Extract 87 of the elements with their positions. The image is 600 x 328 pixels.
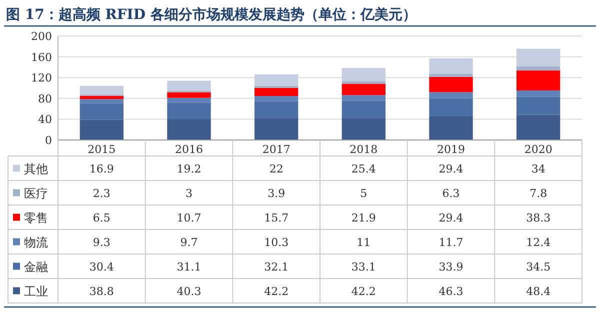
y-tick-label: 200 xyxy=(31,30,52,43)
y-tick-label: 0 xyxy=(45,134,52,147)
bar xyxy=(516,48,560,66)
bar xyxy=(254,118,298,140)
data-label: 6.5 xyxy=(92,211,110,224)
x-tick-label: 2018 xyxy=(350,143,378,156)
bar xyxy=(429,116,473,140)
data-label: 29.4 xyxy=(438,162,464,176)
bar xyxy=(429,92,473,98)
bar xyxy=(342,100,386,118)
bar xyxy=(429,58,473,74)
data-label: 34.5 xyxy=(526,260,551,274)
y-tick-label: 80 xyxy=(38,92,52,106)
data-label: 6.3 xyxy=(442,186,460,200)
bar xyxy=(342,68,386,82)
data-label: 5 xyxy=(360,186,368,200)
bar xyxy=(254,96,298,102)
x-tick-label: 2017 xyxy=(262,143,290,156)
data-label: 32.1 xyxy=(264,260,289,274)
y-tick-label: 40 xyxy=(38,113,52,126)
legend-label: 工业 xyxy=(24,284,48,298)
data-label: 31.1 xyxy=(176,260,202,274)
bar xyxy=(167,80,211,91)
data-label: 9.7 xyxy=(180,236,198,249)
data-label: 3 xyxy=(186,186,192,200)
data-label: 22 xyxy=(269,162,284,176)
legend-label: 物流 xyxy=(24,235,48,250)
bar xyxy=(516,70,560,90)
data-label: 11 xyxy=(356,236,371,249)
data-label: 48.4 xyxy=(526,284,551,298)
y-tick-label: 160 xyxy=(31,50,52,64)
data-label: 25.4 xyxy=(351,162,376,176)
x-tick-label: 2016 xyxy=(175,143,203,156)
x-tick-label: 2020 xyxy=(524,143,552,156)
data-label: 40.3 xyxy=(176,284,202,298)
data-label: 10.3 xyxy=(264,236,289,249)
bar xyxy=(254,88,298,96)
data-label: 3.9 xyxy=(268,186,286,200)
bar xyxy=(429,76,473,92)
bar xyxy=(167,119,211,140)
x-tick-label: 2019 xyxy=(437,143,465,156)
data-label: 30.4 xyxy=(89,260,114,274)
bar xyxy=(342,118,386,140)
data-label: 29.4 xyxy=(438,211,464,224)
data-label: 46.3 xyxy=(438,284,464,298)
data-label: 10.7 xyxy=(176,211,202,224)
bar xyxy=(429,74,473,77)
bar xyxy=(516,66,560,71)
bar xyxy=(254,101,298,118)
bar xyxy=(80,99,124,104)
data-label: 33.9 xyxy=(438,260,464,274)
bar xyxy=(429,98,473,116)
legend-label: 零售 xyxy=(24,210,48,225)
data-label: 15.7 xyxy=(264,211,289,224)
data-label: 12.4 xyxy=(526,236,551,249)
bar xyxy=(342,84,386,96)
data-label: 7.8 xyxy=(530,186,548,200)
data-label: 42.2 xyxy=(351,284,376,298)
bar xyxy=(516,90,560,97)
bar xyxy=(342,95,386,101)
bar xyxy=(516,114,560,140)
data-label: 38.3 xyxy=(526,211,551,224)
data-label: 34 xyxy=(531,162,546,176)
legend-label: 金融 xyxy=(24,260,48,274)
bar xyxy=(516,96,560,115)
x-tick-label: 2015 xyxy=(88,143,116,156)
legend-label: 其他 xyxy=(24,162,48,176)
data-label: 33.1 xyxy=(351,260,376,274)
data-label: 38.8 xyxy=(89,284,114,298)
bar xyxy=(167,92,211,98)
chart-title: 图 17：超高频 RFID 各细分市场规模发展趋势（单位：亿美元） xyxy=(6,6,416,23)
bar xyxy=(80,86,124,95)
y-tick-label: 120 xyxy=(31,72,52,85)
bar xyxy=(342,81,386,84)
bar xyxy=(167,102,211,120)
data-label: 2.3 xyxy=(92,186,110,200)
bar xyxy=(167,98,211,103)
data-label: 16.9 xyxy=(89,162,114,176)
data-label: 21.9 xyxy=(351,211,376,224)
bar xyxy=(254,74,298,86)
data-label: 11.7 xyxy=(438,236,464,249)
bar xyxy=(80,120,124,140)
data-label: 9.3 xyxy=(92,236,110,249)
legend-label: 医疗 xyxy=(24,186,48,200)
data-label: 19.2 xyxy=(176,162,202,176)
bar xyxy=(80,104,124,120)
data-label: 42.2 xyxy=(264,284,289,298)
